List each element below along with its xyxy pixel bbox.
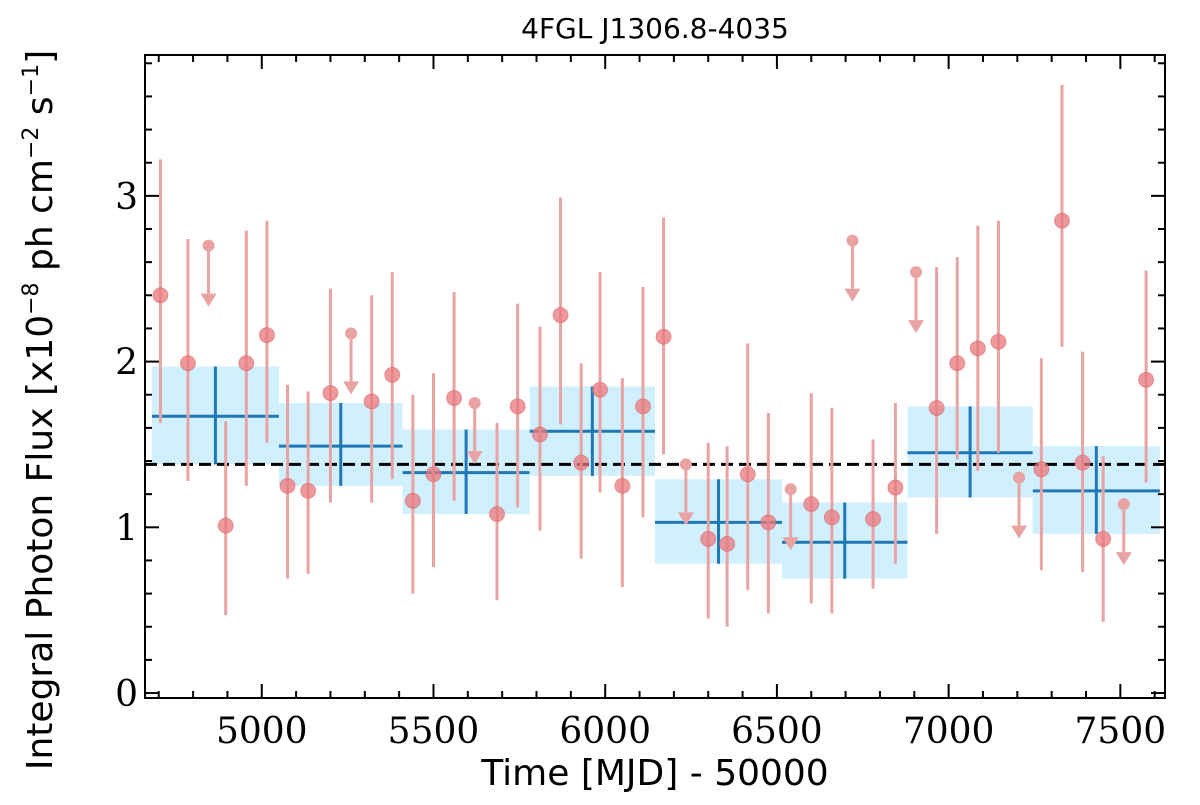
upper-limit-arrow-head: [1115, 552, 1132, 566]
y-axis-label-unit-tail: s: [20, 96, 61, 115]
short-bins-layer: [152, 84, 1155, 627]
data-point: [634, 398, 651, 415]
data-point: [573, 454, 590, 471]
ticks-layer: 5000 5500 6000 6500 7000 7500 0 1 2 3: [115, 55, 1166, 752]
data-point: [592, 381, 609, 398]
data-point: [1074, 454, 1091, 471]
data-point: [552, 307, 569, 324]
upper-limit-arrow-head: [466, 451, 483, 465]
data-point: [655, 328, 672, 345]
data-point: [1053, 212, 1070, 229]
data-point: [425, 466, 442, 483]
data-point: [1095, 530, 1112, 547]
upper-limit-arrow-head: [677, 512, 694, 526]
data-point: [760, 514, 777, 531]
upper-limit-marker: [846, 234, 859, 247]
data-point: [823, 509, 840, 526]
upper-limit-arrow-head: [844, 288, 861, 302]
data-point: [363, 393, 380, 410]
y-tick-label: 1: [115, 508, 138, 549]
y-axis-label: Integral Photon Flux [x10−8 ph cm−2 s−1]: [19, 50, 61, 770]
data-point: [404, 492, 421, 509]
x-tick-label: 6500: [731, 711, 823, 752]
y-axis-label-exp-area: −2: [19, 127, 44, 159]
data-point: [279, 477, 296, 494]
data-point: [322, 385, 339, 402]
upper-limit-arrow-head: [343, 381, 360, 395]
y-tick-label: 0: [115, 674, 138, 715]
data-point: [949, 355, 966, 372]
upper-limit-marker: [679, 458, 692, 471]
upper-limit-marker: [468, 397, 481, 410]
upper-limit-marker: [345, 327, 358, 340]
upper-limit-arrow-head: [908, 320, 925, 334]
x-tick-label: 6000: [559, 711, 651, 752]
upper-limit-marker: [1013, 471, 1026, 484]
y-axis-label-unit: ph cm: [20, 159, 61, 271]
data-point: [489, 506, 506, 523]
data-point: [384, 366, 401, 383]
y-axis-label-sep1: [20, 271, 61, 282]
data-point: [217, 517, 234, 534]
upper-limit-marker: [910, 266, 923, 279]
data-point: [739, 466, 756, 483]
data-point: [928, 399, 945, 416]
axes-layer: [144, 54, 1166, 699]
data-point: [258, 327, 275, 344]
y-tick-label: 3: [115, 177, 138, 218]
data-point: [990, 333, 1007, 350]
data-point: [1138, 371, 1155, 388]
x-tick-label: 5500: [388, 711, 480, 752]
upper-limit-marker: [1117, 498, 1130, 511]
x-tick-label: 5000: [216, 711, 308, 752]
data-point: [803, 496, 820, 513]
plot-frame: [144, 54, 1166, 699]
data-point: [865, 511, 882, 528]
data-point: [1033, 461, 1050, 478]
data-point: [614, 477, 631, 494]
y-axis-label-close: ]: [20, 50, 61, 64]
upper-limit-marker: [202, 239, 215, 252]
data-point: [238, 355, 255, 372]
x-axis-label: Time [MJD] - 50000: [480, 753, 828, 794]
y-axis-label-exp-time: −1: [19, 64, 44, 96]
data-point: [719, 535, 736, 552]
data-point: [531, 426, 548, 443]
data-point: [446, 390, 463, 407]
x-tick-label: 7000: [903, 711, 995, 752]
upper-limit-arrow-head: [782, 537, 799, 551]
y-tick-label: 2: [115, 343, 138, 384]
upper-limit-arrow-head: [1011, 525, 1028, 539]
long-bins-layer: [151, 366, 1160, 579]
x-tick-label: 7500: [1075, 711, 1167, 752]
data-point: [179, 355, 196, 372]
upper-limit-marker: [784, 483, 797, 496]
chart-title: 4FGL J1306.8-4035: [521, 12, 789, 45]
data-point: [509, 398, 526, 415]
y-axis-label-sep2: [20, 115, 61, 126]
data-point: [887, 479, 904, 496]
data-point: [969, 340, 986, 357]
data-point: [300, 482, 317, 499]
data-point: [700, 530, 717, 547]
y-axis-label-exp-flux: −8: [19, 282, 44, 314]
y-axis-label-main: Integral Photon Flux [x10: [20, 315, 61, 770]
data-point: [152, 287, 169, 304]
upper-limit-arrow-head: [200, 293, 217, 307]
